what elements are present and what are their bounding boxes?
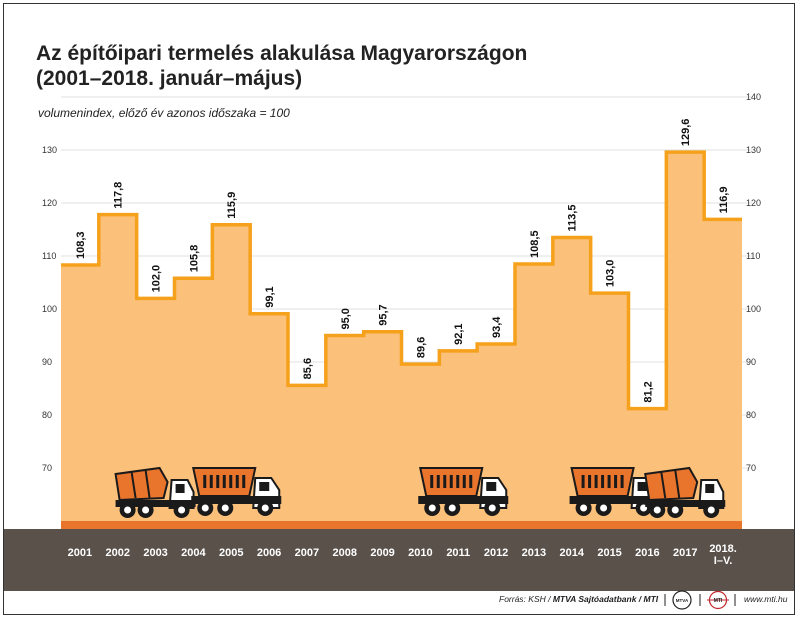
data-label: 103,0 (605, 260, 617, 288)
data-label: 117,8 (113, 182, 125, 209)
data-label: 102,0 (151, 265, 163, 293)
concrete-mixer-truck-icon (644, 466, 726, 518)
data-labels: 108,3 117,8 102,0 105,8 115,9 99,1 85,6 95,0 95,… (75, 119, 730, 403)
y-tick-left: 120 (42, 198, 57, 208)
x-axis-band-bg (4, 529, 794, 591)
data-label: 108,5 (529, 230, 541, 258)
category-label: 2017 (673, 547, 697, 559)
data-label: 89,6 (415, 337, 427, 358)
mtva-logo: MTVA (672, 590, 692, 610)
y-tick-left: 80 (42, 410, 52, 420)
data-label: 81,2 (642, 381, 654, 402)
title-line-1: Az építőipari termelés alakulása Magyaro… (36, 42, 527, 65)
y-tick-right: 110 (746, 251, 760, 261)
data-label: 113,5 (567, 205, 579, 232)
y-tick-right: 140 (746, 92, 761, 102)
area-series (61, 150, 742, 529)
y-tick-right: 100 (746, 304, 761, 314)
data-label: 93,4 (491, 316, 503, 338)
mti-logo-text: MTI (714, 598, 723, 604)
footer-url: www.mti.hu (744, 594, 788, 604)
y-tick-right: 80 (746, 410, 756, 420)
y-tick-right: 130 (746, 145, 761, 155)
data-label: 116,9 (718, 187, 730, 214)
y-tick-left: 100 (42, 304, 57, 314)
chart: 708090100110120130708090100110120130140 … (4, 42, 794, 610)
series-line (61, 150, 742, 411)
title-line-2: (2001–2018. január–május) (36, 67, 302, 90)
data-label: 105,8 (188, 245, 200, 273)
category-label: 2012 (484, 547, 508, 559)
category-label: 2013 (522, 547, 546, 559)
data-label: 92,1 (453, 323, 465, 344)
category-label: 2016 (635, 547, 659, 559)
mtva-logo-text: MTVA (676, 598, 689, 603)
infographic-frame: 70 80 90 100 110 120 130 70 80 90 100 110 120 130 140 … (3, 3, 795, 615)
y-tick-right: 90 (746, 357, 756, 367)
footer: Forrás: KSH / MTVA Sajtóadatbank / MTI M… (499, 590, 788, 610)
category-label: 2009 (370, 547, 394, 559)
x-axis-band: 2001 2002 2003 2004 2005 2006 2007 2008 2009 2010… (4, 529, 794, 591)
dump-truck-icon (418, 467, 509, 516)
data-label: 95,7 (378, 304, 390, 325)
category-label: 2006 (257, 547, 281, 559)
base-strip (61, 521, 742, 529)
chart-subtitle: volumenindex, előző év azonos időszaka =… (38, 106, 290, 120)
mti-logo: MTI (707, 590, 729, 610)
concrete-mixer-truck-icon (114, 466, 196, 518)
category-label: 2007 (295, 547, 319, 559)
category-label: 2010 (408, 547, 432, 559)
dump-truck-icon (191, 467, 282, 516)
vehicles (114, 466, 726, 518)
category-label: 2018. (709, 543, 737, 555)
category-label: I–V. (714, 555, 733, 567)
category-label: 2002 (106, 547, 130, 559)
category-label: 2014 (560, 547, 585, 559)
category-label: 2015 (597, 547, 621, 559)
category-label: 2004 (181, 547, 206, 559)
y-axis-ticks: 70 80 90 100 110 120 130 70 80 90 100 110 120 130 140 (42, 92, 761, 473)
y-tick-right: 70 (746, 463, 756, 473)
category-label: 2001 (68, 547, 92, 559)
data-label: 108,3 (75, 231, 87, 259)
category-label: 2005 (219, 547, 243, 559)
data-label: 129,6 (680, 119, 692, 147)
category-label: 2003 (143, 547, 167, 559)
data-label: 95,0 (340, 308, 352, 329)
chart-title: Az építőipari termelés alakulása Magyaro… (36, 42, 527, 90)
category-label: 2011 (446, 547, 470, 559)
y-tick-left: 130 (42, 145, 57, 155)
data-label: 99,1 (264, 286, 276, 307)
data-label: 85,6 (302, 358, 314, 379)
data-label: 115,9 (226, 192, 238, 219)
footer-source-bold: MTVA Sajtóadatbank / MTI (553, 594, 659, 604)
y-tick-left: 90 (42, 357, 52, 367)
footer-source-prefix: Forrás: KSH / (499, 594, 553, 604)
footer-source: Forrás: KSH / MTVA Sajtóadatbank / MTI (499, 594, 659, 604)
category-label: 2008 (333, 547, 357, 559)
y-tick-left: 110 (42, 251, 56, 261)
y-tick-left: 70 (42, 463, 52, 473)
y-tick-right: 120 (746, 198, 761, 208)
